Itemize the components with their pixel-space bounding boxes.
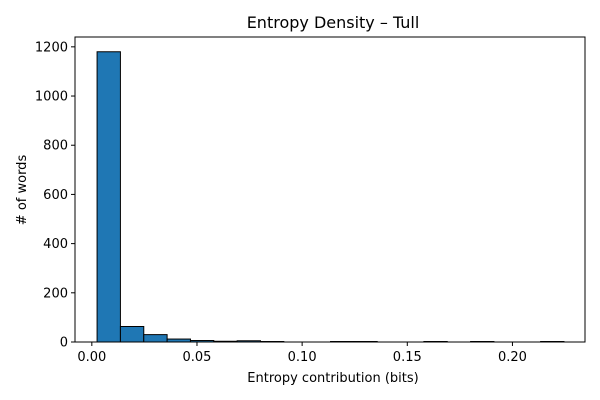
y-axis-label: # of words — [15, 155, 30, 226]
y-tick-label: 200 — [43, 286, 68, 301]
y-axis-ticks: 0 200 400 600 800 1000 1200 — [35, 40, 75, 351]
histogram-bar-2 — [143, 334, 168, 343]
y-tick-label: 1200 — [35, 40, 68, 55]
y-tick-label: 1000 — [35, 90, 68, 105]
y-tick-label: 600 — [43, 188, 68, 203]
y-tick-label: 0 — [60, 336, 68, 351]
y-tick-label: 400 — [43, 237, 68, 252]
histogram-bar-0 — [96, 51, 121, 343]
plot-frame — [74, 36, 586, 343]
x-axis-label: Entropy contribution (bits) — [247, 371, 418, 386]
histogram-bar-1 — [119, 326, 145, 343]
x-tick-label: 0.15 — [393, 350, 422, 365]
x-tick-label: 0.20 — [498, 350, 527, 365]
bars-group — [96, 51, 565, 343]
x-tick-label: 0.10 — [288, 350, 317, 365]
x-tick-label: 0.00 — [77, 350, 106, 365]
y-tick-label: 800 — [43, 139, 68, 154]
x-axis-ticks: 0.00 0.05 0.10 0.15 0.20 — [77, 342, 527, 365]
chart-title: Entropy Density – Tull — [247, 13, 420, 32]
x-tick-label: 0.05 — [183, 350, 212, 365]
